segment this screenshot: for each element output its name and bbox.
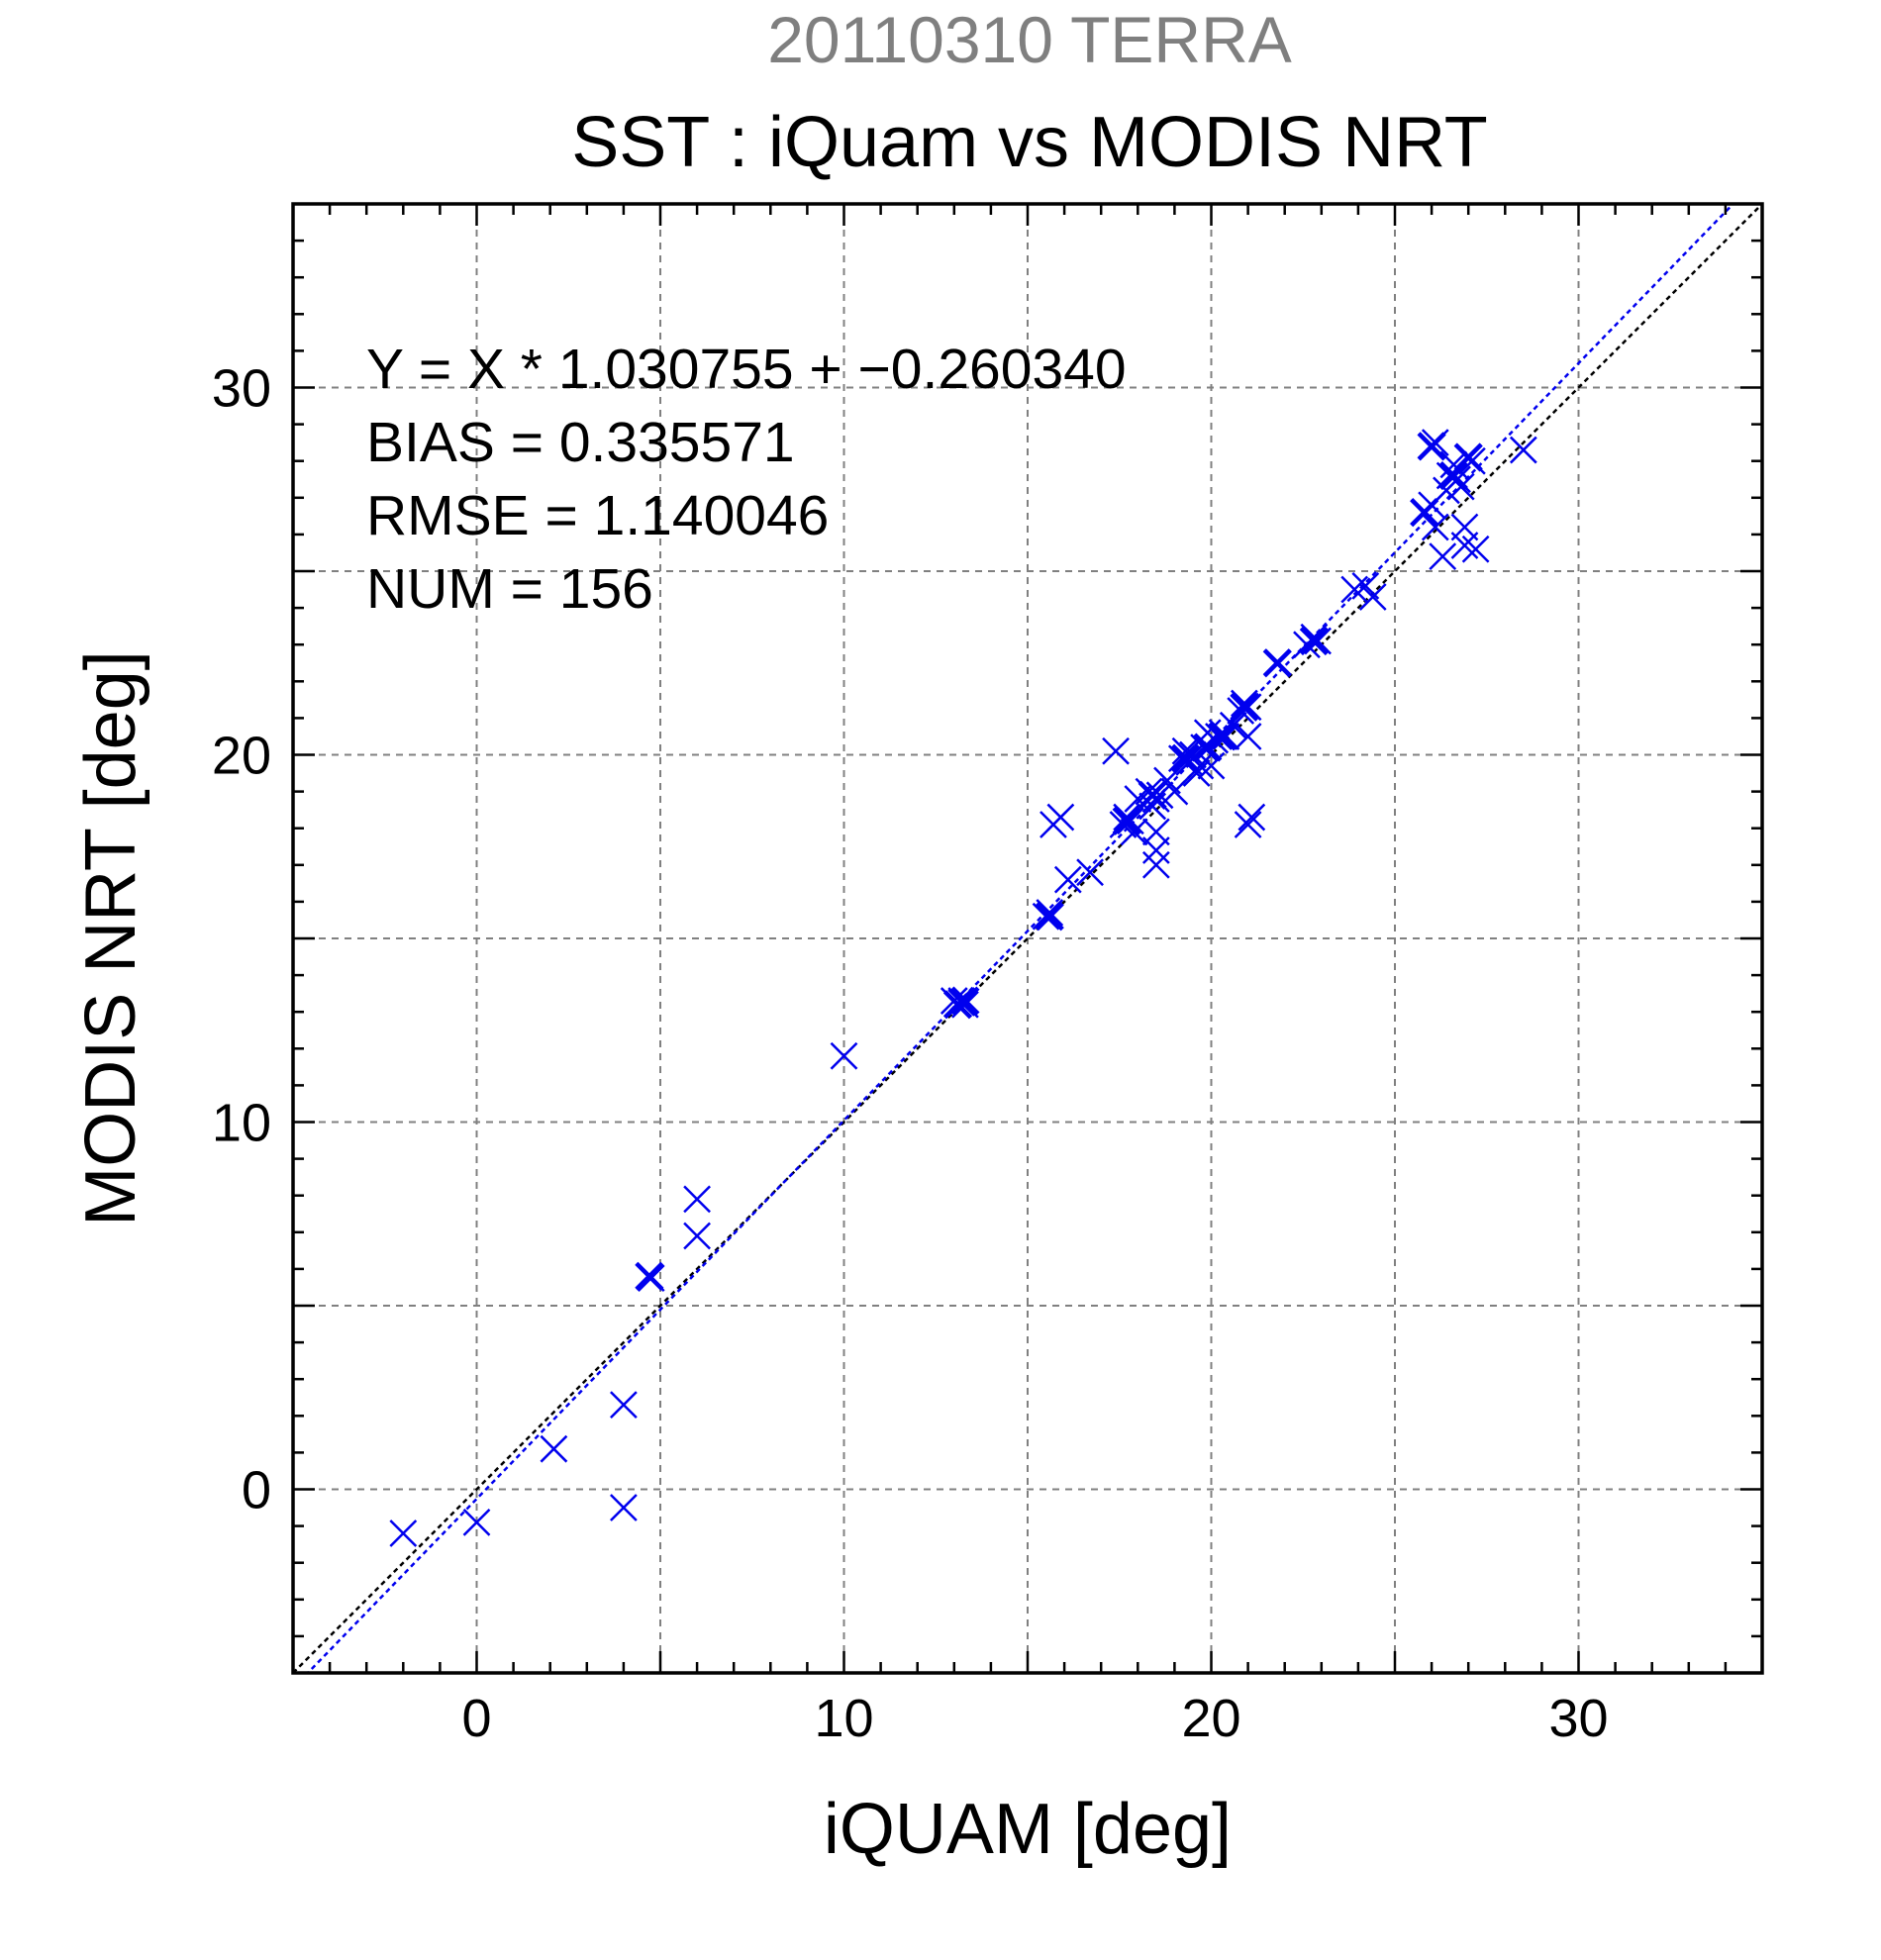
y-tick-label: 20 [212,727,271,786]
data-point [1116,807,1144,835]
fit-line [306,204,1735,1673]
stats-annotation: Y = X * 1.030755 + −0.260340 BIAS = 0.33… [366,338,1127,621]
data-point [1234,693,1262,722]
data-point-overlap [942,990,973,1020]
data-point [389,1519,418,1547]
data-point-overlap [1410,498,1439,528]
y-tick-label: 0 [242,1461,271,1520]
data-point [1182,759,1211,787]
data-point [1234,811,1262,838]
x-tick-label: 30 [1548,1689,1608,1748]
y-axis-label: MODIS NRT [deg] [71,650,150,1226]
data-point-overlap [1138,780,1167,810]
chart-title: SST : iQuam vs MODIS NRT [571,103,1488,182]
data-point [462,1509,491,1536]
data-point-overlap [1193,733,1223,762]
y-tick-label: 30 [212,359,271,419]
data-point [1102,736,1130,765]
identity-line [293,204,1762,1673]
data-point [1141,836,1170,864]
x-tick-label: 20 [1181,1689,1240,1748]
chart-supertitle: 20110310 TERRA [767,3,1292,76]
data-point [1046,803,1075,832]
reference-lines [293,204,1762,1673]
y-tick-label: 10 [212,1094,271,1153]
data-point [540,1434,568,1463]
data-point [1450,532,1479,559]
data-point-overlap [1112,806,1141,835]
bias-text: BIAS = 0.335571 [366,411,795,474]
data-point-overlap [1453,442,1483,472]
data-point-overlap [1262,648,1292,678]
data-point [1076,858,1104,887]
data-point [683,1185,711,1214]
data-point [1304,627,1332,655]
data-point [1509,436,1537,464]
data-point [1141,850,1170,879]
data-point [830,1041,858,1070]
data-point [1186,751,1215,780]
axis-ticks [291,202,1764,1675]
data-point [610,1391,638,1420]
data-point [1036,899,1064,927]
data-point [1234,723,1262,750]
data-point [1340,575,1369,604]
fit-equation-text: Y = X * 1.030755 + −0.260340 [366,338,1127,401]
data-point-overlap [1035,902,1064,931]
data-point-overlap [1438,460,1468,491]
data-point-overlap [1170,743,1201,773]
data-point [1358,583,1387,611]
data-point-overlap [1230,692,1259,722]
x-tick-labels: 0 10 20 30 [461,1689,1608,1748]
rmse-text: RMSE = 1.140046 [366,484,829,547]
data-point [951,990,979,1019]
x-tick-label: 10 [814,1689,873,1748]
data-point-overlap [950,986,980,1016]
data-point [683,1222,711,1250]
y-tick-labels: 0 10 20 30 [212,359,271,1520]
data-point-overlap [1417,432,1446,461]
data-point [1238,803,1266,832]
data-points [389,429,1537,1547]
data-point-overlap [635,1261,664,1291]
num-text: NUM = 156 [366,557,653,621]
x-tick-label: 0 [461,1689,491,1748]
data-point [610,1494,638,1521]
data-point-overlap [1208,722,1238,751]
grid-lines [293,204,1762,1673]
data-point [1429,542,1457,571]
data-point [1421,513,1449,541]
data-point [1053,865,1082,894]
x-axis-label: iQUAM [deg] [824,1790,1232,1869]
data-point [1461,535,1490,563]
data-point-overlap [1299,626,1329,656]
